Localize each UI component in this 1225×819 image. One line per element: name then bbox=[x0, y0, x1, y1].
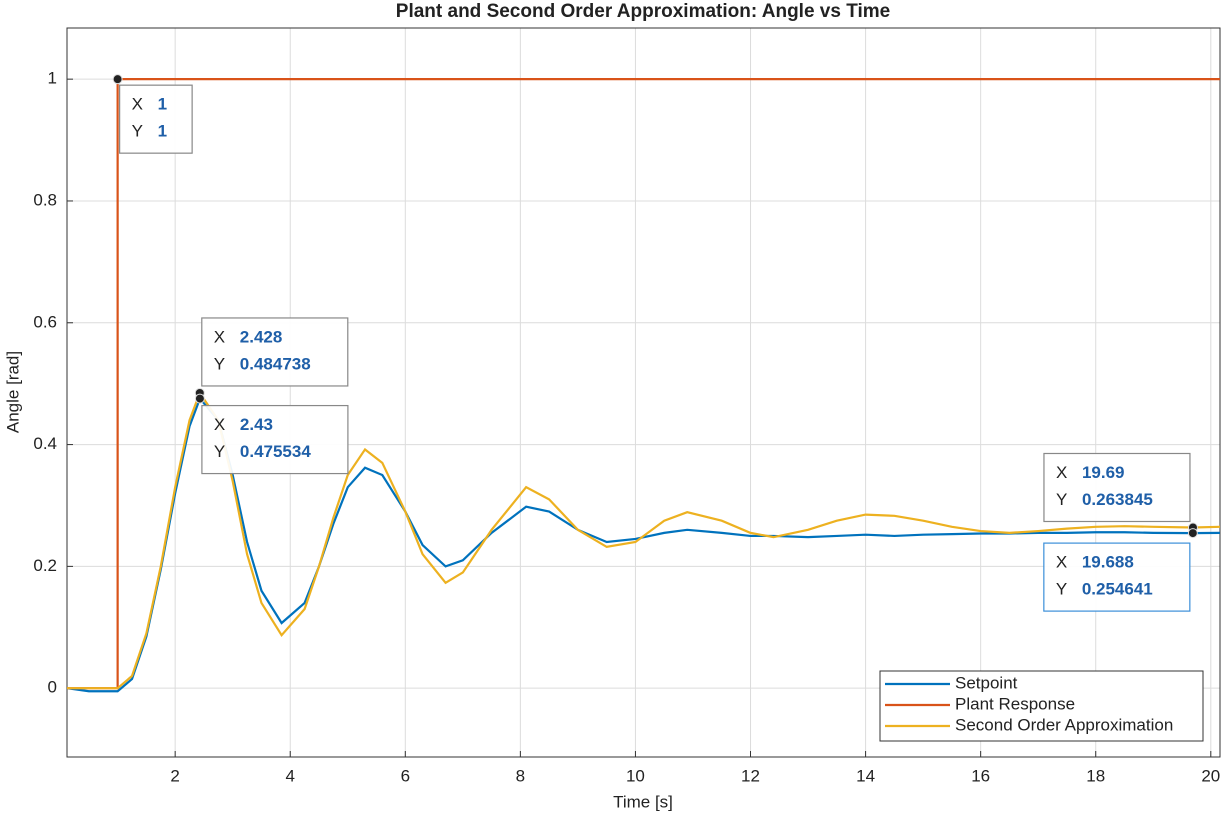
legend-label: Plant Response bbox=[955, 694, 1075, 713]
x-tick-label: 16 bbox=[971, 766, 990, 785]
y-axis-label: Angle [rad] bbox=[3, 351, 22, 433]
datatip: X 2.43 Y 0.475534 bbox=[201, 404, 349, 475]
y-tick-label: 0 bbox=[48, 678, 57, 697]
y-tick-label: 1 bbox=[48, 69, 57, 88]
datatip-value: 1 bbox=[158, 95, 167, 114]
datatip-label: X bbox=[132, 95, 143, 114]
legend-label: Second Order Approximation bbox=[955, 715, 1173, 734]
x-tick-label: 12 bbox=[741, 766, 760, 785]
datatip-marker bbox=[1187, 528, 1198, 539]
x-tick-label: 6 bbox=[401, 766, 410, 785]
datatip-box bbox=[1043, 542, 1191, 612]
datatip-label: Y bbox=[1056, 580, 1067, 599]
datatip-label: Y bbox=[132, 122, 143, 141]
datatip-value: 0.263845 bbox=[1082, 490, 1153, 509]
datatip-value: 2.43 bbox=[240, 415, 273, 434]
datatip-value: 1 bbox=[158, 122, 167, 141]
datatip: X 2.428 Y 0.484738 bbox=[201, 317, 349, 387]
plot-area bbox=[67, 28, 1220, 757]
datatip-box bbox=[201, 404, 349, 475]
datatip-label: X bbox=[214, 327, 225, 346]
plot-frame bbox=[66, 27, 1221, 758]
datatip-value: 0.475534 bbox=[240, 442, 311, 461]
datatip-box bbox=[201, 317, 349, 387]
datatip-marker bbox=[194, 393, 205, 404]
x-tick-label: 10 bbox=[626, 766, 645, 785]
x-tick-label: 18 bbox=[1086, 766, 1105, 785]
y-tick-label: 0.2 bbox=[33, 556, 57, 575]
y-tick-label: 0.6 bbox=[33, 312, 57, 331]
x-tick-label: 8 bbox=[516, 766, 525, 785]
y-tick-label: 0.8 bbox=[33, 190, 57, 209]
datatip-value: 19.688 bbox=[1082, 553, 1134, 572]
datatip-value: 19.69 bbox=[1082, 463, 1125, 482]
datatip: X 19.688 Y 0.254641 bbox=[1043, 542, 1191, 612]
y-tick-label: 0.4 bbox=[33, 434, 57, 453]
datatip-label: X bbox=[1056, 463, 1067, 482]
datatip-label: X bbox=[214, 415, 225, 434]
datatip-marker bbox=[112, 74, 123, 85]
datatip-label: X bbox=[1056, 553, 1067, 572]
datatip-label: Y bbox=[214, 442, 225, 461]
datatip-label: Y bbox=[1056, 490, 1067, 509]
datatip-box bbox=[119, 84, 193, 154]
datatip: X 1Y 1 bbox=[119, 84, 193, 154]
datatip-box bbox=[1043, 452, 1191, 523]
chart-title: Plant and Second Order Approximation: An… bbox=[396, 1, 890, 22]
datatip-value: 2.428 bbox=[240, 327, 283, 346]
x-tick-label: 4 bbox=[286, 766, 295, 785]
datatip-value: 0.484738 bbox=[240, 354, 311, 373]
datatip-label: Y bbox=[214, 354, 225, 373]
datatip: X 19.69 Y 0.263845 bbox=[1043, 452, 1191, 523]
x-tick-label: 2 bbox=[170, 766, 179, 785]
x-tick-label: 20 bbox=[1201, 766, 1220, 785]
legend-label: Setpoint bbox=[955, 673, 1018, 692]
x-tick-label: 14 bbox=[856, 766, 875, 785]
datatip-value: 0.254641 bbox=[1082, 580, 1153, 599]
x-axis-label: Time [s] bbox=[613, 792, 673, 811]
